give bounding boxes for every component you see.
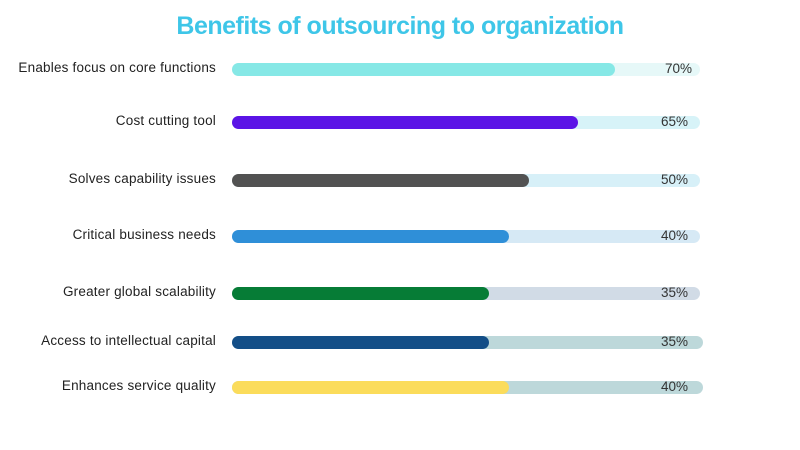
bar — [232, 230, 509, 243]
bar-track — [232, 230, 700, 243]
category-label: Enables focus on core functions — [18, 60, 216, 75]
data-label: 40% — [661, 228, 689, 243]
data-label: 35% — [661, 334, 689, 349]
bar — [232, 336, 489, 349]
data-label: 35% — [661, 285, 689, 300]
bar-track — [232, 174, 700, 187]
bar — [232, 63, 615, 76]
category-label: Greater global scalability — [62, 284, 216, 299]
bar — [232, 116, 578, 129]
category-label: Access to intellectual capital — [41, 333, 216, 348]
category-label: Critical business needs — [72, 227, 216, 242]
data-label: 50% — [661, 172, 689, 187]
category-label: Cost cutting tool — [115, 113, 216, 128]
data-label: 40% — [661, 379, 689, 394]
bar-track — [232, 381, 703, 394]
bar — [232, 381, 509, 394]
data-label: 70% — [665, 61, 693, 76]
bar-track — [232, 287, 700, 300]
bar-track — [232, 116, 700, 129]
bar — [232, 287, 489, 300]
category-label: Enhances service quality — [61, 378, 216, 393]
bar-track — [232, 63, 700, 76]
bar-track — [232, 336, 703, 349]
data-label: 65% — [661, 114, 689, 129]
bar — [232, 174, 529, 187]
category-label: Solves capability issues — [68, 171, 216, 186]
chart-title: Benefits of outsourcing to organization — [176, 12, 624, 40]
